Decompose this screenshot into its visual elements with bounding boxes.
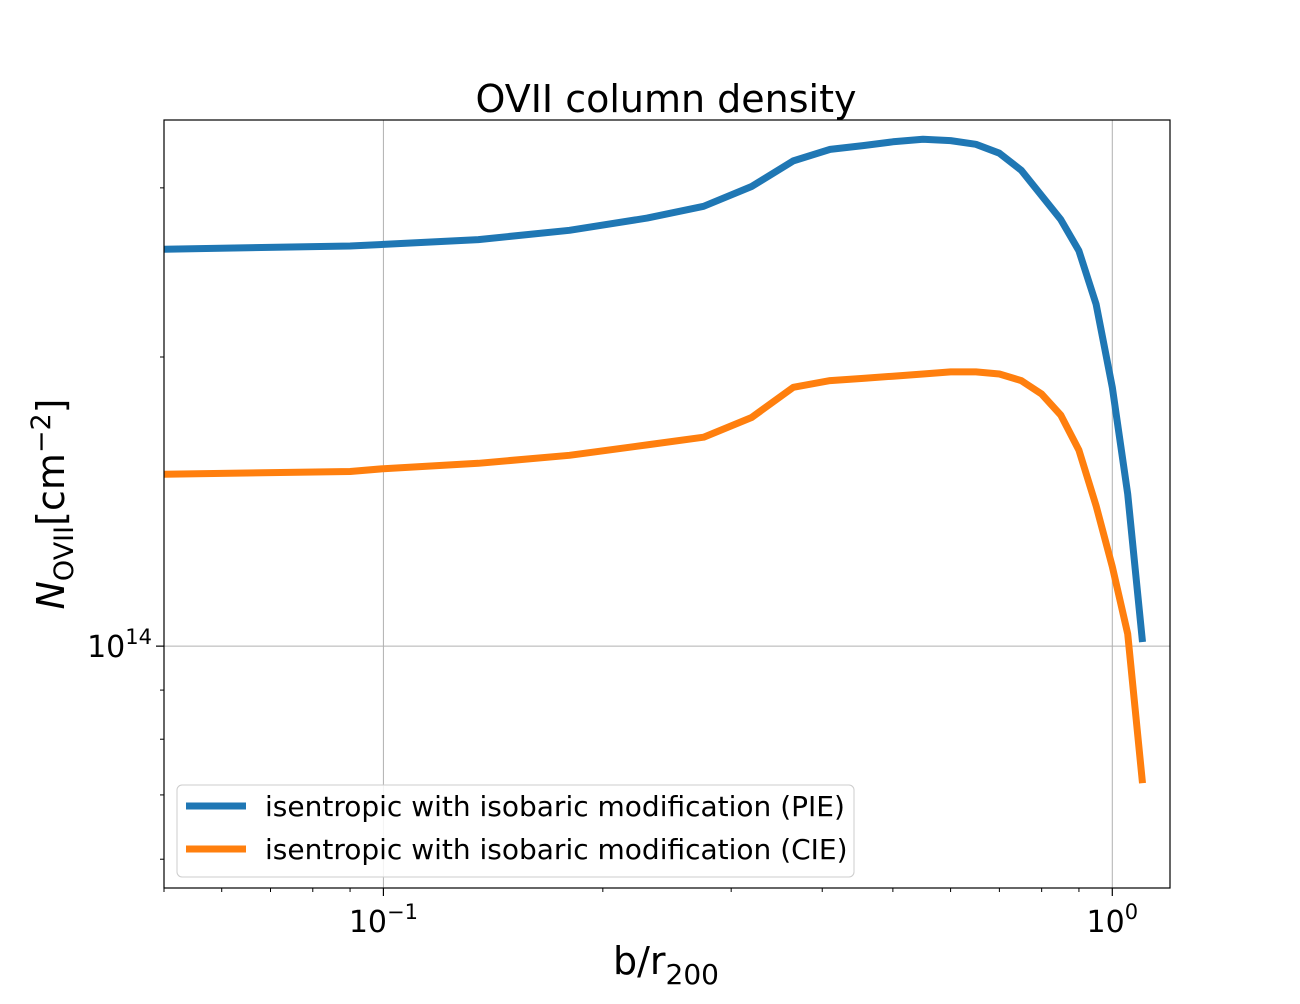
chart-title: OVII column density — [475, 77, 856, 121]
legend: isentropic with isobaric modification (P… — [176, 784, 855, 878]
legend-box — [176, 784, 855, 878]
series-line-pie — [164, 135, 1146, 643]
legend-label-cie: isentropic with isobaric modification (C… — [265, 833, 848, 866]
y-tick-label: 1014 — [87, 625, 152, 665]
x-tick-label: 10−1 — [349, 900, 418, 940]
grid-lines — [164, 120, 1170, 888]
x-axis-label-main: b/r — [613, 939, 666, 983]
x-axis-label-subscript: 200 — [666, 958, 719, 991]
y-axis-label: NOVII[cm−2] — [26, 399, 80, 610]
x-tick-label: 100 — [1087, 900, 1139, 940]
legend-label-pie: isentropic with isobaric modification (P… — [265, 790, 845, 823]
y-axis-label-symbol: N — [29, 581, 73, 609]
axis-ticks: 10−1 100 1014 — [87, 187, 1139, 940]
x-axis-label: b/r200 — [613, 939, 719, 991]
y-axis-label-subscript: OVII — [49, 526, 80, 581]
y-axis-label-exponent: −2 — [26, 413, 57, 453]
plot-frame — [163, 119, 1171, 889]
series-line-cie — [164, 368, 1146, 784]
series-lines — [164, 135, 1146, 784]
y-axis-label-close: ] — [29, 399, 73, 414]
y-axis-label-unit: [cm — [29, 453, 73, 526]
